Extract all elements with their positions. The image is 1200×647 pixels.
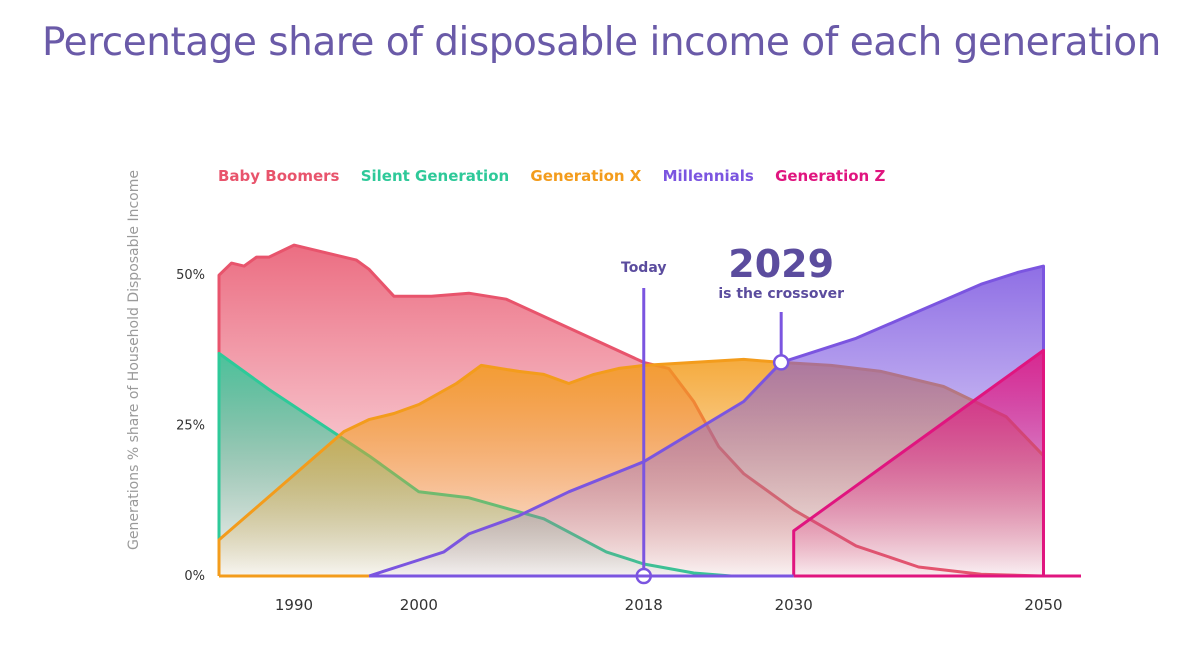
legend: Baby Boomers Silent Generation Generatio…: [218, 167, 901, 185]
x-tick-label-4: 2050: [1024, 596, 1062, 614]
y-tick-label-0: 0%: [184, 569, 205, 584]
today-label: Today: [621, 260, 666, 276]
legend-baby-boomers: Baby Boomers: [218, 167, 340, 185]
legend-generation-z: Generation Z: [775, 167, 886, 185]
x-tick-label-1: 2000: [400, 596, 438, 614]
crossover-marker-dot: [772, 354, 790, 371]
legend-millennials: Millennials: [662, 167, 754, 185]
crossover-year-label: 2029: [728, 242, 834, 286]
page-title: Percentage share of disposable income of…: [42, 20, 1161, 65]
x-tick-label-0: 1990: [275, 596, 313, 614]
y-tick-label-2: 50%: [176, 268, 205, 283]
crossover-caption: is the crossover: [718, 286, 844, 302]
millennials-line: [368, 264, 1045, 578]
generation-z-line: [792, 348, 1045, 576]
x-tick-label-3: 2030: [775, 596, 813, 614]
y-tick-label-1: 25%: [176, 419, 205, 434]
x-tick-label-2: 2018: [625, 596, 663, 614]
legend-generation-x: Generation X: [530, 167, 642, 185]
legend-silent-generation: Silent Generation: [360, 167, 510, 185]
generation-z-area: [793, 350, 1044, 576]
